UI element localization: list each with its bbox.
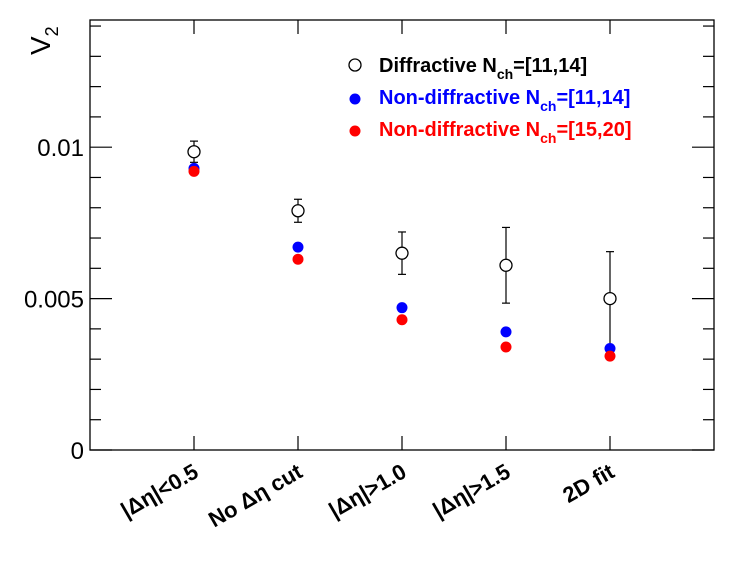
y-axis: 0 0.005 0.01	[24, 25, 714, 465]
marker-diffractive	[395, 246, 409, 260]
y-axis-label: V2	[25, 26, 62, 55]
marker-nondiffractive	[500, 341, 512, 353]
marker-diffractive	[187, 145, 201, 159]
data-points	[187, 140, 617, 362]
legend-label: Non-diffractive Nch=[15,20]	[379, 119, 632, 146]
y-tick-label: 0.005	[24, 287, 84, 314]
legend-marker	[349, 93, 361, 105]
legend-label: Diffractive Nch=[11,14]	[379, 55, 587, 82]
marker-diffractive	[499, 258, 513, 272]
x-tick-label: |Δη|<0.5	[116, 459, 202, 523]
y-tick-label: 0	[71, 438, 84, 465]
x-tick-label: |Δη|>1.0	[324, 459, 410, 523]
marker-diffractive	[291, 204, 305, 218]
x-axis: |Δη|<0.5 No Δη cut |Δη|>1.0 |Δη|>1.5 2D fit	[116, 20, 619, 532]
x-tick-label: No Δη cut	[204, 458, 307, 532]
x-tick-label: 2D fit	[558, 458, 619, 507]
x-tick-label: |Δη|>1.5	[428, 459, 514, 523]
marker-nondiffractive	[292, 241, 304, 253]
legend-marker	[349, 125, 361, 137]
marker-diffractive	[603, 291, 617, 306]
y-axis-title: V2	[25, 26, 62, 55]
legend-marker	[348, 58, 362, 72]
marker-nondiffractive	[500, 326, 512, 338]
marker-nondiffractive	[396, 314, 408, 326]
marker-nondiffractive	[188, 165, 200, 177]
marker-nondiffractive	[604, 343, 616, 355]
marker-nondiffractive	[604, 350, 616, 362]
legend-label: Non-diffractive Nch=[11,14]	[379, 87, 630, 114]
marker-nondiffractive	[396, 302, 408, 314]
y-tick-label: 0.01	[37, 135, 84, 162]
legend: Diffractive Nch=[11,14] Non-diffractive N…	[348, 55, 632, 146]
marker-nondiffractive	[292, 253, 304, 265]
